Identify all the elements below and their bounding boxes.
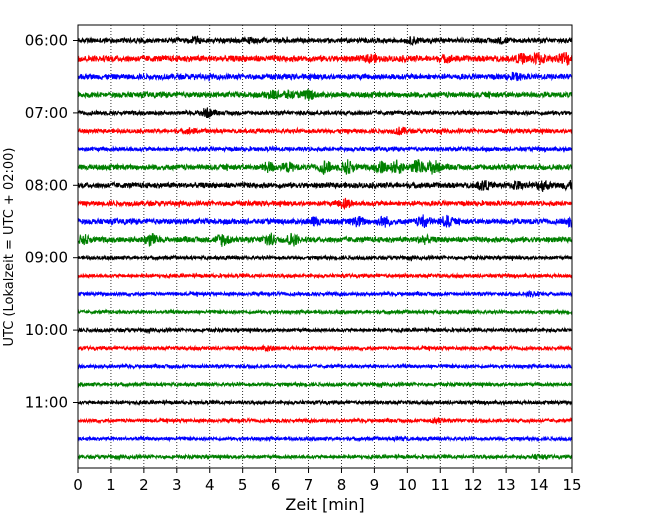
- x-tick-label: 0: [73, 476, 83, 494]
- x-tick-label: 2: [139, 476, 149, 494]
- trace-0800: [77, 179, 573, 192]
- trace-0700: [77, 107, 573, 119]
- x-tick-label: 13: [497, 476, 516, 494]
- trace-0845: [77, 232, 573, 247]
- trace-0945: [77, 308, 573, 316]
- y-tick-label: 06:00: [25, 32, 68, 50]
- x-axis-label: Zeit [min]: [285, 495, 364, 514]
- y-axis-ticks: 06:00 07:00 08:00 09:00 10:00 11:00: [25, 32, 78, 412]
- y-tick-label: 08:00: [25, 176, 68, 194]
- x-tick-label: 1: [106, 476, 116, 494]
- x-tick-label: 14: [530, 476, 549, 494]
- y-tick-label: 11:00: [25, 394, 68, 412]
- trace-1100: [77, 398, 573, 407]
- grid-lines: [110, 25, 540, 468]
- x-tick-label: 12: [464, 476, 483, 494]
- x-tick-label: 9: [370, 476, 380, 494]
- trace-1115: [77, 416, 573, 425]
- trace-1130: [77, 435, 573, 443]
- x-tick-label: 3: [172, 476, 182, 494]
- y-tick-label: 07:00: [25, 104, 68, 122]
- trace-0615: [77, 51, 573, 66]
- x-tick-label: 11: [431, 476, 450, 494]
- x-tick-label: 5: [238, 476, 248, 494]
- x-tick-label: 7: [304, 476, 314, 494]
- trace-0645: [77, 88, 573, 101]
- x-axis-ticks: 0 1 2 3 4 5 6 7 8 9 10 11 12 13 14 15: [73, 468, 582, 494]
- trace-0745: [77, 159, 573, 175]
- trace-1000: [77, 326, 573, 334]
- trace-0900: [77, 254, 573, 262]
- y-tick-label: 09:00: [25, 249, 68, 267]
- y-tick-label: 10:00: [25, 321, 68, 339]
- trace-0715: [77, 126, 573, 136]
- trace-1015: [77, 344, 573, 353]
- x-tick-label: 15: [562, 476, 581, 494]
- y-axis-label: UTC (Lokalzeit = UTC + 02:00): [2, 148, 17, 347]
- x-tick-label: 8: [337, 476, 347, 494]
- trace-0630: [77, 71, 573, 82]
- x-tick-label: 6: [271, 476, 281, 494]
- trace-1145: [77, 453, 573, 461]
- plot-frame: [77, 24, 573, 469]
- trace-series: [77, 35, 573, 461]
- trace-0930: [77, 289, 573, 299]
- trace-0815: [77, 197, 573, 211]
- x-tick-label: 10: [398, 476, 417, 494]
- trace-0600: [77, 35, 573, 46]
- trace-0730: [77, 145, 573, 154]
- trace-0830: [77, 214, 573, 229]
- trace-0915: [77, 272, 573, 280]
- trace-1045: [77, 380, 573, 389]
- trace-1030: [77, 362, 573, 371]
- x-tick-label: 4: [205, 476, 215, 494]
